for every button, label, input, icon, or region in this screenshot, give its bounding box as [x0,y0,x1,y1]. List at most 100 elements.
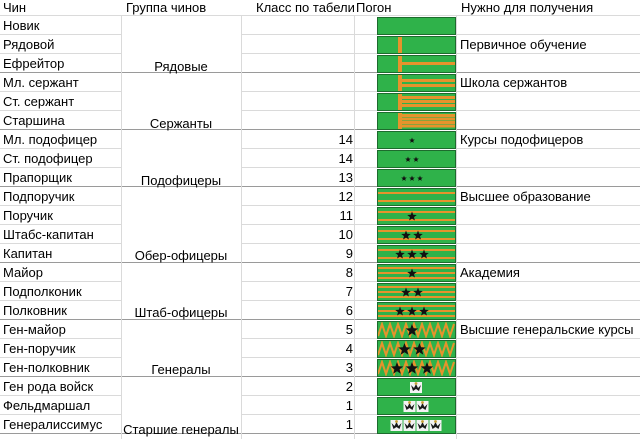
row-divider [0,148,121,149]
table-class: 11 [339,208,354,223]
star-icon [390,362,404,374]
table-row: Штабс-капитан 10 [0,224,640,246]
strap-field [378,75,455,91]
row-divider [0,395,121,396]
rank-name: Ген рода войск [3,379,94,394]
table-row: Подполконик 7 [0,281,640,303]
table-row: Генералиссимус 1 [0,414,640,436]
star-icon [395,306,405,316]
strap-stripe [378,272,455,274]
star-icon [420,362,434,374]
strap-horizontal-stripe [398,104,455,107]
table-class: 5 [345,322,353,337]
star-icon [407,249,417,259]
eagle-icon [403,420,416,431]
star-icon [419,249,429,259]
shoulder-strap-icon [377,378,456,396]
rank-name: Мл. сержант [3,75,79,90]
star-icon [405,156,411,162]
table-row: Майор 8 Академия [0,262,640,284]
row-divider [0,186,640,187]
strap-horizontal-stripe [398,96,455,99]
strap-horizontal-stripe [398,124,455,128]
group-label: Обер-офицеры [134,248,228,263]
rank-name: Подполконик [3,284,82,299]
table-row: Полковник 6 [0,300,640,322]
shoulder-strap-icon [377,93,456,111]
row-divider [0,281,121,282]
row-divider [0,357,121,358]
requirement: Курсы подофицеров [460,132,584,147]
strap-vertical-stripe [398,75,402,91]
eagle-icon [403,401,416,412]
star-icon [398,343,411,355]
row-divider [0,53,121,54]
table-row: Ст. подофицер 14 [0,148,640,170]
strap-stripe [378,200,455,202]
shoulder-strap-icon [377,36,456,54]
rank-name: Штабс-капитан [3,227,94,242]
strap-stripe [378,192,455,194]
shoulder-strap-icon [377,112,456,130]
strap-stripe [378,305,455,307]
table-row: Подпоручик 12 Высшее образование [0,186,640,208]
strap-field [378,170,455,186]
table-row: Ген рода войск 2 [0,376,640,398]
strap-field [378,208,455,224]
star-icon [413,230,423,240]
shoulder-strap-icon [377,359,456,377]
shoulder-strap-icon [377,17,456,35]
star-icon [413,156,419,162]
column-divider [354,16,355,439]
group-label: Подофицеры [140,173,222,188]
table-row: Старшина [0,110,640,132]
rank-name: Ефрейтор [3,56,65,71]
strap-stripe [378,296,455,298]
strap-stripe [378,211,455,213]
rank-name: Ген-майор [3,322,66,337]
table-row: Капитан 9 [0,243,640,265]
star-icon [407,268,417,278]
strap-stripe [378,249,455,251]
rank-name: Ген-полковник [3,360,90,375]
table-class: 14 [338,132,353,147]
shoulder-strap-icon [377,169,456,187]
shoulder-strap-icon [377,321,456,339]
group-label: Старшие генералы [123,422,239,437]
strap-horizontal-stripe [398,84,455,87]
requirement: Академия [460,265,520,280]
row-divider [0,91,121,92]
rank-name: Прапорщик [3,170,72,185]
table-class: 7 [345,284,353,299]
row-divider [0,129,640,130]
table-class: 8 [345,265,353,280]
table-class: 12 [338,189,353,204]
star-icon [401,287,411,297]
table-class: 6 [345,303,353,318]
requirement: Высшие генеральские курсы [460,322,634,337]
row-divider [0,262,640,263]
header-class: Класс по табели [256,0,355,15]
requirement: Первичное обучение [460,37,587,52]
table-class: 10 [338,227,353,242]
table-class: 4 [345,341,353,356]
row-divider [0,34,121,35]
requirement [460,414,640,436]
table-row: Мл. сержант Школа сержантов [0,72,640,94]
requirement: Школа сержантов [460,75,568,90]
header-group: Группа чинов [126,0,207,15]
table-row: Ген-поручик 4 [0,338,640,360]
row-divider [0,319,640,320]
row-divider [0,167,121,168]
column-divider [456,16,457,439]
shoulder-strap-icon [377,55,456,73]
table-row: Новик [0,15,640,37]
shoulder-strap-icon [377,397,456,415]
row-divider [0,205,121,206]
row-divider [0,15,640,16]
eagle-icon [410,382,422,393]
table-class: 3 [345,360,353,375]
shoulder-strap-icon [377,131,456,149]
group-label: Рядовые [154,59,208,74]
shoulder-strap-icon [377,74,456,92]
